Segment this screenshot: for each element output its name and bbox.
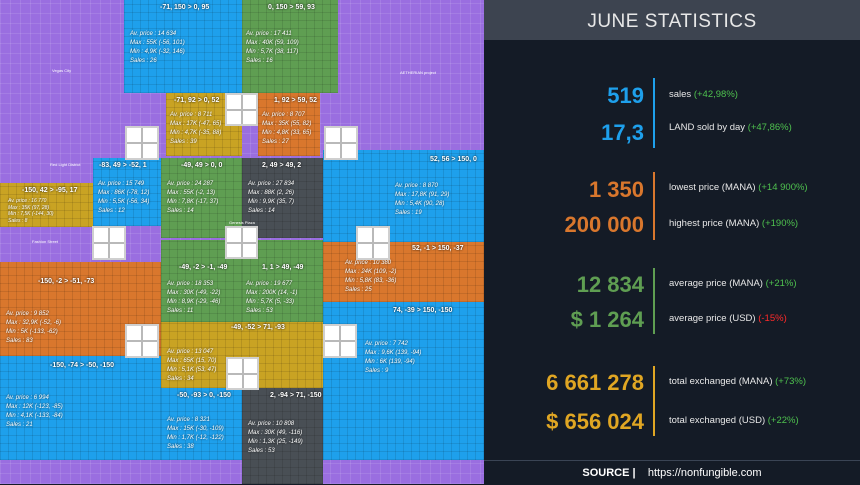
group-divider: [653, 268, 655, 334]
zone-coords: 0, 150 > 59, 93: [268, 4, 315, 11]
map-label-red-light: Red Light District: [50, 162, 81, 167]
zone-16[interactable]: -150, -74 > -50, -150 Av. price : 6 994 M…: [0, 356, 161, 460]
zone-coords: 1, 1 > 49, -49: [262, 264, 304, 271]
zone-17[interactable]: -50, -93 > 0, -150 Av. price : 8 321 Max …: [161, 388, 242, 460]
plaza: [125, 324, 159, 358]
average-price-usd-value: $ 1 264: [570, 307, 644, 332]
land-per-day-value: 17,3: [601, 120, 644, 145]
zone-2[interactable]: 0, 150 > 59, 93 Av. price : 17 411 Max : …: [242, 0, 338, 93]
land-per-day-label: LAND sold by day (+47,86%): [669, 122, 792, 133]
source-footer: SOURCE | https://nonfungible.com: [484, 460, 860, 485]
zone-stats: Av. price : 6 994 Max : 12K (-123, -85) Mi…: [6, 395, 63, 428]
zone-coords: 74, -39 > 150, -150: [393, 307, 453, 314]
plaza: [225, 93, 258, 126]
total-usd-label: total exchanged (USD) (+22%): [669, 415, 799, 426]
zone-coords: 52, -1 > 150, -37: [412, 245, 464, 252]
plaza: [125, 126, 159, 160]
lowest-price-value: 1 350: [588, 177, 644, 202]
source-link[interactable]: https://nonfungible.com: [647, 467, 762, 479]
zone-11[interactable]: 1, 1 > 49, -49 Av. price : 19 677 Max : 2…: [242, 240, 323, 322]
zone-stats: Av. price : 10 380 Max : 24K (109, -2) Min…: [345, 260, 397, 293]
zone-stats: Av. price : 8 870 Max : 17,8K (91, 29) Min…: [395, 183, 450, 216]
genesis-plaza: Genesis Plaza: [225, 220, 258, 259]
plaza: [324, 126, 358, 160]
zone-coords: -49, -52 > 71, -93: [231, 324, 285, 331]
zone-coords: -150, 42 > -95, 17: [22, 187, 78, 194]
total-mana-value: 6 661 278: [546, 370, 644, 395]
zone-stats: Av. price : 14 634 Max : 55K (-56, 101) Mi…: [130, 31, 185, 64]
group-divider: [653, 366, 655, 436]
zone-stats: Av. price : 24 287 Max : 55K (-2, 13) Min …: [167, 181, 219, 214]
zone-coords: 52, 56 > 150, 0: [430, 156, 477, 163]
sales-value: 519: [607, 83, 644, 108]
zone-coords: -150, -2 > -51, -73: [38, 278, 95, 285]
zone-stats: Av. price : 16 770 Max : 35K (97, 28) Min …: [8, 198, 54, 224]
zone-coords: -150, -74 > -50, -150: [50, 362, 115, 369]
sales-label: sales (+42,98%): [669, 89, 738, 100]
plaza: [226, 357, 259, 390]
zone-1[interactable]: -71, 150 > 0, 95 Av. price : 14 634 Max :…: [124, 0, 242, 93]
average-price-usd-label: average price (USD) (-15%): [669, 313, 787, 324]
zone-5[interactable]: -83, 49 > -52, 1 Av. price : 15 749 Max :…: [93, 158, 161, 226]
panel-title: JUNE STATISTICS: [484, 0, 860, 40]
zone-stats: Av. price : 8 707 Max : 35K (55, 82) Min :…: [262, 112, 312, 145]
zone-stats: Av. price : 17 411 Max : 40K (59, 109) Min…: [246, 31, 299, 64]
zone-stats: Av. price : 10 808 Max : 30K (49, -116) Mi…: [248, 421, 303, 454]
zone-coords: -83, 49 > -52, 1: [99, 162, 147, 169]
zone-10[interactable]: -49, -2 > -1, -49 Av. price : 18 353 Max …: [161, 240, 242, 322]
plaza: [92, 226, 126, 260]
highest-price-value: 200 000: [564, 212, 644, 237]
zone-stats: Av. price : 9 852 Max : 32,9K (-52, -6) Mi…: [6, 311, 62, 344]
plaza: [323, 324, 357, 358]
zone-stats: Av. price : 8 321 Max : 15K (-30, -109) Mi…: [167, 417, 224, 450]
zone-stats: Av. price : 13 047 Max : 65K (15, 70) Min …: [167, 349, 217, 382]
zone-coords: 2, -94 > 71, -150: [270, 392, 322, 399]
zone-8[interactable]: 52, 56 > 150, 0 Av. price : 8 870 Max : 1…: [323, 150, 484, 242]
total-usd-value: $ 656 024: [546, 409, 644, 434]
map-label-fashion: Fashion Street: [32, 239, 59, 244]
zone-stats: Av. price : 15 749 Max : 86K (-78, 12) Min…: [98, 181, 150, 214]
zone-4[interactable]: 1, 92 > 59, 52 Av. price : 8 707 Max : 35…: [258, 93, 320, 156]
zone-6[interactable]: -49, 49 > 0, 0 Av. price : 24 287 Max : 5…: [161, 158, 242, 238]
zone-stats: Av. price : 27 834 Max : 88K (2, 26) Min :…: [248, 181, 295, 214]
source-label: SOURCE |: [582, 467, 636, 479]
zone-stats: Av. price : 8 711 Max : 17K (-47, 65) Min …: [170, 112, 222, 145]
genesis-plaza-label: Genesis Plaza: [229, 220, 255, 225]
lowest-price-label: lowest price (MANA) (+14 900%): [669, 182, 808, 193]
decentraland-map: Vegas City AETHERIAN project Red Light D…: [0, 0, 484, 484]
zone-stats: Av. price : 19 677 Max : 200K (14, -1) Min…: [246, 281, 298, 314]
zone-coords: -71, 92 > 0, 52: [174, 97, 220, 104]
zone-coords: -50, -93 > 0, -150: [177, 392, 231, 399]
highest-price-label: highest price (MANA) (+190%): [669, 218, 799, 229]
zone-coords: 1, 92 > 59, 52: [274, 97, 318, 104]
zone-15[interactable]: 74, -39 > 150, -150 Av. price : 7 742 Max…: [323, 302, 484, 460]
total-mana-label: total exchanged (MANA) (+73%): [669, 376, 807, 387]
stats-panel: JUNE STATISTICS 519 sales (+42,98%) 17,3…: [484, 0, 860, 484]
map-label-aetheria: AETHERIAN project: [400, 70, 437, 75]
zone-stats: Av. price : 18 353 Max : 30K (-49, -22) Mi…: [167, 281, 221, 314]
average-price-mana-label: average price (MANA) (+21%): [669, 278, 797, 289]
zone-stats: Av. price : 7 742 Max : 9,6K (139, -94) Mi…: [365, 341, 422, 374]
zone-coords: -49, -2 > -1, -49: [179, 264, 228, 271]
average-price-mana-value: 12 834: [576, 272, 644, 297]
zone-coords: 2, 49 > 49, 2: [262, 162, 302, 169]
zone-9[interactable]: -150, 42 > -95, 17 Av. price : 16 770 Max…: [0, 183, 93, 227]
map-label-vegas: Vegas City: [52, 68, 72, 73]
group-divider: [653, 78, 655, 148]
zone-7[interactable]: 2, 49 > 49, 2 Av. price : 27 834 Max : 88…: [242, 158, 323, 238]
plaza: [356, 226, 390, 260]
zone-18[interactable]: 2, -94 > 71, -150 Av. price : 10 808 Max …: [242, 388, 323, 484]
zone-coords: -71, 150 > 0, 95: [160, 4, 210, 11]
zone-coords: -49, 49 > 0, 0: [181, 162, 223, 169]
group-divider: [653, 172, 655, 240]
zone-12[interactable]: 52, -1 > 150, -37 Av. price : 10 380 Max …: [323, 242, 484, 302]
